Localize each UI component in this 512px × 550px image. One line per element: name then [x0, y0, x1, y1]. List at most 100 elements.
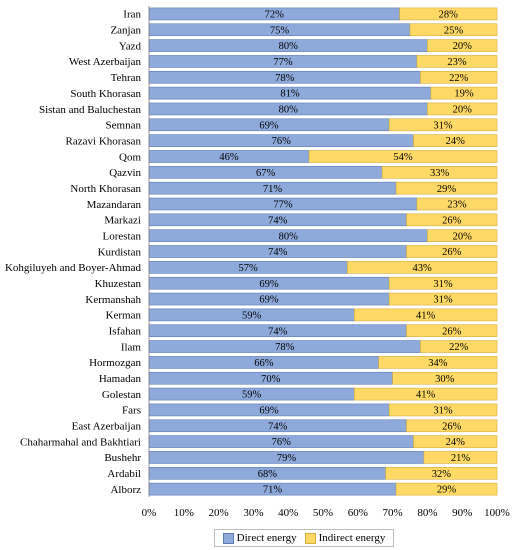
x-tick-label-5: 50% — [313, 507, 333, 519]
legend-label-indirect: Indirect energy — [318, 532, 386, 544]
data-label-direct-5: 81% — [280, 89, 300, 100]
bar-indirect-24 — [354, 387, 498, 401]
data-label-direct-12: 77% — [273, 200, 293, 211]
bar-indirect-12 — [416, 197, 498, 211]
x-tick-label-3: 30% — [243, 507, 263, 519]
data-label-direct-7: 69% — [259, 120, 279, 131]
bar-indirect-10 — [381, 166, 498, 179]
category-label-23: Hamadan — [99, 373, 142, 385]
data-label-indirect-22: 34% — [428, 358, 448, 369]
bar-indirect-2 — [427, 39, 498, 52]
data-label-direct-17: 69% — [259, 279, 279, 290]
data-label-indirect-23: 30% — [435, 374, 455, 385]
bar-indirect-4 — [420, 70, 498, 84]
data-label-indirect-25: 31% — [433, 406, 453, 417]
bar-indirect-17 — [388, 276, 498, 290]
data-label-indirect-0: 28% — [439, 10, 459, 21]
x-tick-label-6: 60% — [348, 507, 368, 519]
data-label-indirect-17: 31% — [433, 279, 453, 290]
data-label-direct-13: 74% — [268, 215, 288, 226]
data-label-direct-3: 77% — [273, 57, 293, 68]
category-label-3: West Azerbaijan — [69, 56, 142, 68]
data-label-indirect-1: 25% — [444, 25, 464, 36]
bar-indirect-27 — [413, 435, 498, 448]
data-label-indirect-21: 22% — [449, 342, 469, 353]
category-label-26: East Azerbaijan — [72, 421, 142, 433]
category-label-12: Mazandaran — [87, 199, 142, 211]
data-label-indirect-10: 33% — [430, 168, 450, 179]
data-label-direct-29: 68% — [258, 469, 278, 480]
bar-indirect-22 — [378, 356, 498, 369]
category-label-19: Kerman — [106, 310, 142, 322]
category-label-4: Tehran — [111, 72, 142, 84]
data-label-indirect-19: 41% — [416, 310, 436, 321]
bar-indirect-8 — [413, 134, 498, 147]
bar-indirect-11 — [395, 181, 498, 195]
bar-indirect-9 — [308, 150, 498, 163]
bar-indirect-25 — [388, 403, 498, 417]
data-label-direct-21: 78% — [275, 342, 295, 353]
data-label-indirect-14: 20% — [453, 231, 473, 242]
data-label-direct-25: 69% — [259, 406, 279, 417]
data-label-direct-28: 79% — [277, 453, 297, 464]
data-label-direct-10: 67% — [256, 168, 276, 179]
legend: Direct energy Indirect energy — [214, 529, 394, 547]
data-label-direct-4: 78% — [275, 73, 295, 84]
data-label-indirect-13: 26% — [442, 215, 462, 226]
data-label-indirect-27: 24% — [446, 437, 466, 448]
category-label-22: Hormozgan — [89, 357, 141, 369]
data-label-indirect-8: 24% — [446, 136, 466, 147]
category-label-6: Sistan and Baluchestan — [39, 104, 142, 116]
data-label-indirect-9: 54% — [393, 152, 413, 163]
x-tick-label-7: 70% — [383, 507, 403, 519]
bar-indirect-0 — [399, 7, 498, 21]
data-label-direct-11: 71% — [263, 184, 283, 195]
bar-indirect-20 — [406, 324, 498, 338]
bar-indirect-30 — [395, 482, 498, 496]
legend-swatch-indirect — [304, 532, 316, 544]
legend-label-direct: Direct energy — [236, 532, 297, 544]
category-label-5: South Khorasan — [70, 88, 141, 100]
category-label-0: Iran — [123, 9, 141, 21]
category-label-28: Bushehr — [104, 452, 141, 464]
data-label-direct-19: 59% — [242, 310, 262, 321]
data-label-direct-2: 80% — [279, 41, 299, 52]
x-tick-label-2: 20% — [209, 507, 229, 519]
data-label-direct-20: 74% — [268, 326, 288, 337]
data-label-direct-8: 76% — [272, 136, 292, 147]
data-label-direct-30: 71% — [263, 485, 283, 496]
data-label-indirect-7: 31% — [433, 120, 453, 131]
category-label-14: Lorestan — [103, 230, 142, 242]
bars-group: 72% 28% 75% 25% 80% 20% 77% 23% 78% 22% 81% 19% 80% 2… — [148, 7, 498, 496]
legend-swatch-direct — [222, 532, 234, 544]
category-label-11: North Khorasan — [70, 183, 141, 195]
data-label-direct-0: 72% — [265, 10, 285, 21]
data-label-indirect-2: 20% — [453, 41, 473, 52]
data-label-direct-18: 69% — [259, 295, 279, 306]
x-tick-label-9: 90% — [452, 507, 472, 519]
data-label-direct-6: 80% — [279, 105, 299, 116]
x-tick-label-1: 10% — [174, 507, 194, 519]
category-label-25: Fars — [122, 405, 141, 417]
x-tick-label-0: 0% — [142, 507, 157, 519]
bar-indirect-15 — [406, 245, 498, 258]
category-label-29: Ardabil — [107, 468, 141, 480]
x-tick-label-10: 100% — [484, 507, 510, 519]
data-label-direct-15: 74% — [268, 247, 288, 258]
bar-indirect-1 — [409, 23, 498, 37]
category-label-16: Kohgiluyeh and Boyer-Ahmad — [5, 262, 142, 274]
category-label-21: Ilam — [121, 341, 142, 353]
bar-indirect-29 — [385, 466, 498, 480]
bar-indirect-7 — [388, 118, 498, 132]
category-label-8: Razavi Khorasan — [66, 135, 142, 147]
data-label-indirect-5: 19% — [454, 89, 474, 100]
category-label-15: Kurdistan — [98, 246, 142, 258]
data-label-indirect-15: 26% — [442, 247, 462, 258]
category-label-17: Khuzestan — [95, 278, 142, 290]
data-label-indirect-20: 26% — [442, 326, 462, 337]
data-label-indirect-26: 26% — [442, 421, 462, 432]
category-label-13: Markazi — [104, 215, 141, 227]
data-label-indirect-12: 23% — [447, 200, 467, 211]
bar-indirect-14 — [427, 229, 498, 242]
bar-indirect-28 — [423, 451, 498, 464]
